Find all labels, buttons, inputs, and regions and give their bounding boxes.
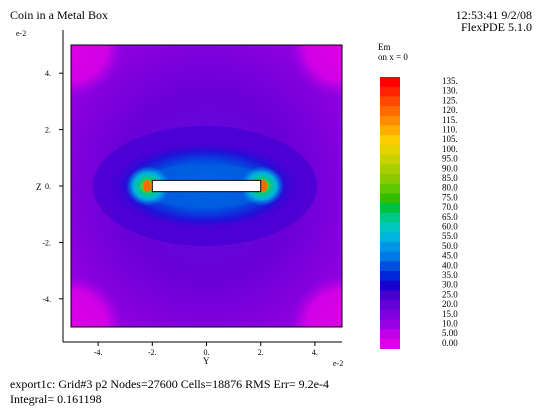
colorbar-swatch [380,96,400,107]
colorbar-swatch [380,203,400,214]
colorbar-label: 100. [442,144,458,154]
software-version: FlexPDE 5.1.0 [460,20,532,34]
colorbar-label: 10.0 [442,319,458,329]
colorbar-swatch [380,338,400,349]
colorbar-swatch [380,86,400,97]
y-multiplier-label: e-2 [16,29,26,38]
colorbar-label: 40.0 [442,260,458,270]
colorbar-swatch [380,77,400,88]
colorbar-swatch [380,164,400,175]
colorbar-label: 70.0 [442,202,458,212]
colorbar-swatch [380,241,400,252]
colorbar-label: 120. [442,105,458,115]
colorbar-label: 55.0 [442,231,458,241]
colorbar-swatch [380,319,400,330]
colorbar-swatch [380,193,400,204]
x-tick-label: 4. [312,348,318,357]
plot-title: Coin in a Metal Box [10,8,108,22]
colorbar-swatch [380,125,400,136]
x-tick-label: -4. [94,348,103,357]
grid-stats: export1c: Grid#3 p2 Nodes=27600 Cells=18… [10,377,329,391]
colorbar-label: 125. [442,95,458,105]
timestamp: 12:53:41 9/2/08 [455,8,532,22]
y-axis-label: Z [36,182,42,192]
x-tick-label: 2. [258,348,264,357]
y-tick-label: -2. [42,238,51,247]
colorbar-swatch [380,174,400,185]
legend-variable: Em [378,42,391,52]
colorbar-swatch [380,329,400,340]
x-multiplier-label: e-2 [333,359,343,368]
y-tick-label: 4. [45,69,51,78]
colorbar-label: 130. [442,86,458,96]
colorbar-label: 115. [442,115,457,125]
colorbar-swatch [380,251,400,262]
x-tick-label: 0. [204,348,210,357]
colorbar-swatch [380,309,400,320]
colorbar-label: 45.0 [442,251,458,261]
colorbar-swatch [380,271,400,282]
colorbar-label: 95.0 [442,154,458,164]
colorbar-label: 25.0 [442,289,458,299]
colorbar-swatch [380,154,400,165]
colorbar-swatch [380,212,400,223]
colorbar-label: 0.00 [442,338,458,348]
colorbar-swatch [380,135,400,146]
x-axis-label: Y [203,356,210,366]
colorbar-label: 50.0 [442,241,458,251]
colorbar-swatch [380,300,400,311]
legend-title: Em on x = 0 [378,42,408,62]
colorbar: 135.130.125.120.115.110.105.100.95.090.0… [380,76,458,349]
colorbar-swatch [380,144,400,155]
colorbar-swatch [380,261,400,272]
coin-shape [151,179,262,193]
plot-frame [70,44,343,328]
colorbar-label: 75.0 [442,192,458,202]
colorbar-label: 135. [442,76,458,86]
integral-value: Integral= 0.161198 [10,392,102,406]
colorbar-swatch [380,280,400,291]
colorbar-label: 60.0 [442,222,458,232]
colorbar-swatch [380,183,400,194]
colorbar-label: 85.0 [442,173,458,183]
y-tick-label: -4. [42,295,51,304]
colorbar-label: 90.0 [442,163,458,173]
colorbar-label: 110. [442,125,457,135]
colorbar-swatch [380,106,400,117]
colorbar-label: 5.00 [442,328,458,338]
x-tick-label: -2. [148,348,157,357]
colorbar-swatch [380,290,400,301]
colorbar-swatch [380,222,400,233]
legend-subtitle: on x = 0 [378,52,408,62]
colorbar-label: 20.0 [442,299,458,309]
colorbar-label: 35.0 [442,270,458,280]
colorbar-label: 30.0 [442,280,458,290]
y-tick-label: 2. [45,126,51,135]
colorbar-swatch [380,115,400,126]
colorbar-label: 105. [442,134,458,144]
colorbar-swatch [380,232,400,243]
colorbar-label: 80.0 [442,183,458,193]
colorbar-label: 65.0 [442,212,458,222]
colorbar-label: 15.0 [442,309,458,319]
y-tick-label: 0. [45,182,51,191]
